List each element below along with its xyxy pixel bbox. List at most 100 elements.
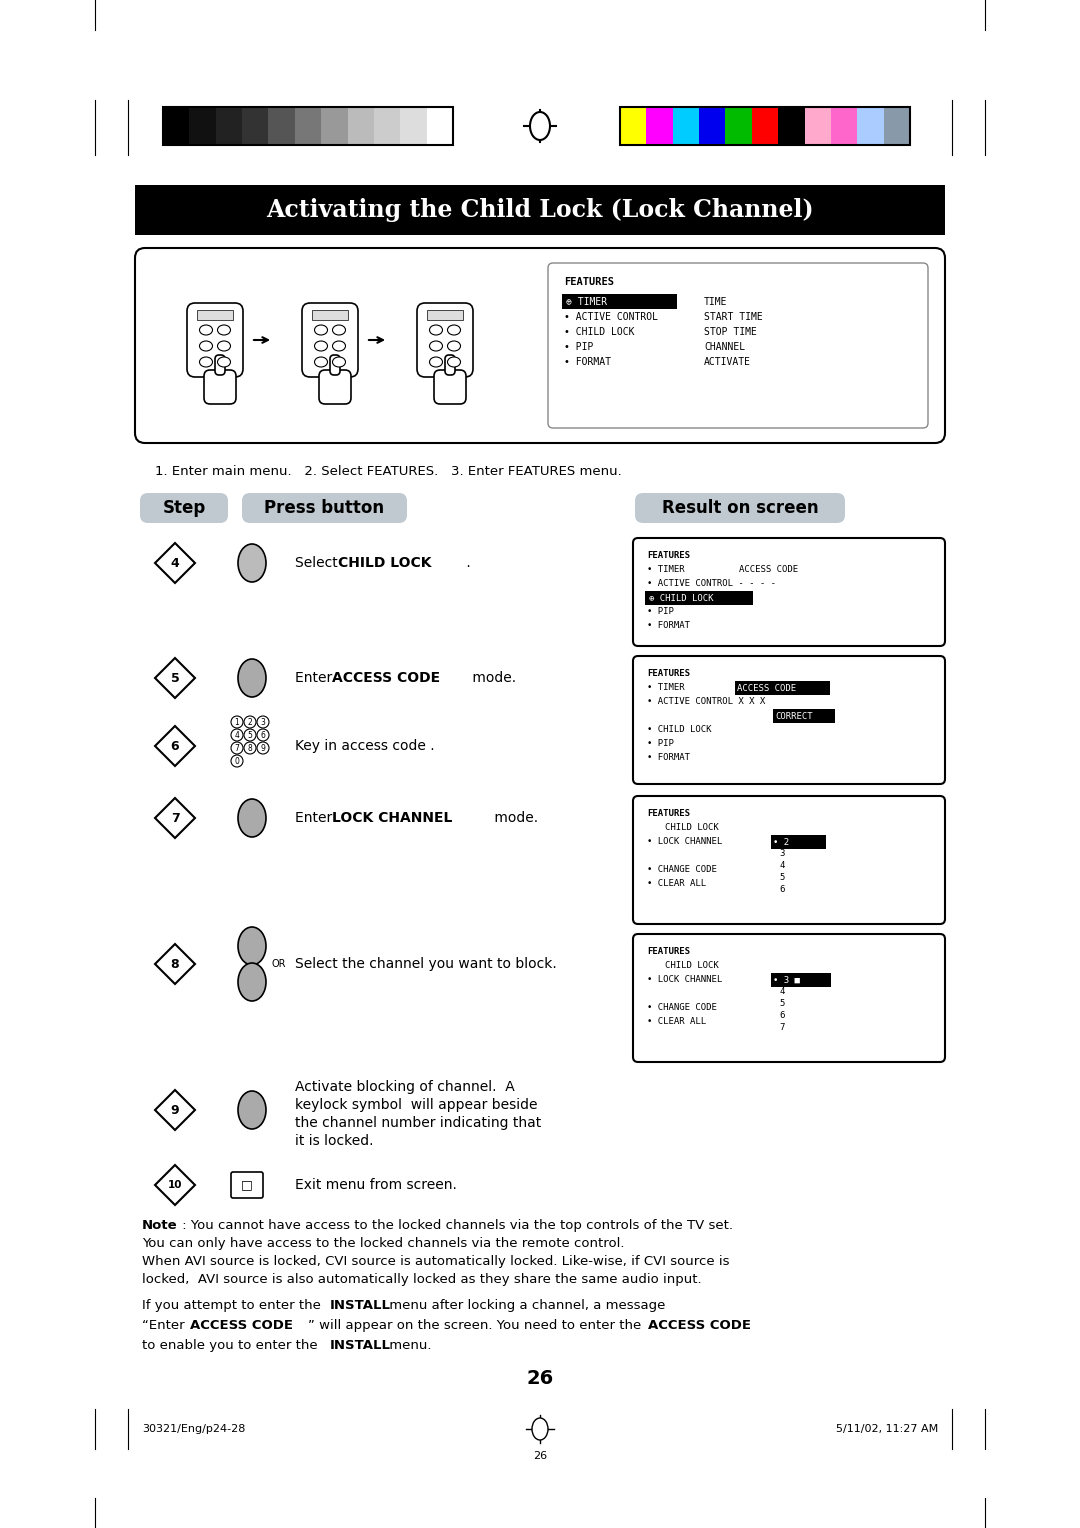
Ellipse shape	[430, 341, 443, 351]
FancyBboxPatch shape	[187, 303, 243, 377]
Circle shape	[231, 755, 243, 767]
Bar	[427, 310, 463, 319]
FancyBboxPatch shape	[135, 248, 945, 443]
Bar	[773, 709, 835, 723]
Text: START TIME: START TIME	[704, 312, 762, 322]
Bar	[858, 107, 883, 145]
Text: • CLEAR ALL: • CLEAR ALL	[647, 879, 706, 888]
Polygon shape	[156, 1089, 195, 1131]
Text: FEATURES: FEATURES	[564, 277, 615, 287]
Text: FEATURES: FEATURES	[647, 669, 690, 678]
Bar	[269, 107, 295, 145]
Text: Press button: Press button	[264, 500, 384, 516]
Text: 7: 7	[234, 744, 240, 752]
FancyBboxPatch shape	[242, 494, 407, 523]
Bar	[620, 107, 910, 145]
Text: 2: 2	[247, 718, 253, 726]
Bar	[726, 107, 752, 145]
Text: ⊕ TIMER: ⊕ TIMER	[566, 296, 607, 307]
Text: menu after locking a channel, a message: menu after locking a channel, a message	[384, 1299, 665, 1313]
Circle shape	[257, 729, 269, 741]
Ellipse shape	[430, 325, 443, 335]
Bar	[805, 107, 831, 145]
Text: 7: 7	[779, 1024, 784, 1031]
Text: 9: 9	[171, 1103, 179, 1117]
Text: .: .	[462, 556, 471, 570]
FancyBboxPatch shape	[302, 303, 357, 377]
Ellipse shape	[238, 1091, 266, 1129]
Circle shape	[244, 729, 256, 741]
FancyBboxPatch shape	[633, 538, 945, 646]
Bar	[831, 107, 858, 145]
Text: “Enter: “Enter	[141, 1319, 189, 1332]
Text: Activate blocking of channel.  A: Activate blocking of channel. A	[295, 1080, 515, 1094]
Ellipse shape	[238, 544, 266, 582]
Text: ACTIVATE: ACTIVATE	[704, 358, 751, 367]
Bar	[646, 107, 673, 145]
Text: Exit menu from screen.: Exit menu from screen.	[295, 1178, 457, 1192]
Text: CHILD LOCK: CHILD LOCK	[665, 824, 719, 833]
FancyBboxPatch shape	[417, 303, 473, 377]
Text: ACCESS CODE: ACCESS CODE	[648, 1319, 751, 1332]
Text: 26: 26	[526, 1369, 554, 1389]
Bar	[620, 107, 646, 145]
FancyBboxPatch shape	[215, 354, 225, 374]
Text: CHANNEL: CHANNEL	[704, 342, 745, 351]
Text: CHILD LOCK: CHILD LOCK	[665, 961, 719, 970]
Bar	[673, 107, 699, 145]
Text: 4: 4	[779, 860, 784, 869]
Circle shape	[231, 743, 243, 753]
Text: • ACTIVE CONTROL - - - -: • ACTIVE CONTROL - - - -	[647, 579, 777, 588]
Text: 10: 10	[167, 1180, 183, 1190]
Text: Enter: Enter	[295, 671, 337, 685]
Text: FEATURES: FEATURES	[647, 552, 690, 559]
Ellipse shape	[238, 927, 266, 966]
Text: 3: 3	[260, 718, 266, 726]
Text: 4: 4	[171, 556, 179, 570]
Text: • PIP: • PIP	[647, 607, 674, 616]
Text: 26: 26	[532, 1452, 548, 1461]
Ellipse shape	[430, 358, 443, 367]
Text: • PIP: • PIP	[647, 740, 674, 749]
FancyBboxPatch shape	[445, 354, 455, 374]
Text: • TIMER: • TIMER	[647, 683, 685, 692]
Text: • PIP: • PIP	[564, 342, 593, 351]
Bar	[427, 107, 453, 145]
Text: • ACTIVE CONTROL: • ACTIVE CONTROL	[564, 312, 658, 322]
Ellipse shape	[200, 358, 213, 367]
Text: 5: 5	[779, 872, 784, 882]
Bar	[197, 310, 233, 319]
Bar	[189, 107, 216, 145]
Text: □: □	[241, 1178, 253, 1192]
Circle shape	[257, 743, 269, 753]
Bar	[735, 681, 831, 695]
Text: Key in access code .: Key in access code .	[295, 740, 434, 753]
Text: TIME: TIME	[704, 296, 728, 307]
Text: • FORMAT: • FORMAT	[564, 358, 611, 367]
Polygon shape	[156, 542, 195, 584]
Text: LOCK CHANNEL: LOCK CHANNEL	[332, 811, 453, 825]
Text: • CHANGE CODE: • CHANGE CODE	[647, 1002, 717, 1012]
Text: 1. Enter main menu.   2. Select FEATURES.   3. Enter FEATURES menu.: 1. Enter main menu. 2. Select FEATURES. …	[156, 465, 622, 478]
Text: 5: 5	[247, 730, 253, 740]
Text: Activating the Child Lock (Lock Channel): Activating the Child Lock (Lock Channel)	[266, 199, 814, 222]
Polygon shape	[156, 798, 195, 837]
Ellipse shape	[238, 963, 266, 1001]
Text: ACCESS CODE: ACCESS CODE	[190, 1319, 293, 1332]
Ellipse shape	[447, 341, 460, 351]
Text: ACCESS CODE: ACCESS CODE	[737, 683, 796, 692]
Text: the channel number indicating that: the channel number indicating that	[295, 1115, 541, 1131]
Text: Note: Note	[141, 1219, 177, 1232]
Text: it is locked.: it is locked.	[295, 1134, 374, 1148]
Ellipse shape	[200, 341, 213, 351]
Text: 8: 8	[171, 958, 179, 970]
Text: OR: OR	[272, 960, 286, 969]
Text: 1: 1	[234, 718, 240, 726]
Ellipse shape	[532, 1418, 548, 1439]
Text: 9: 9	[260, 744, 266, 752]
Text: • CHILD LOCK: • CHILD LOCK	[564, 327, 635, 338]
Text: • FORMAT: • FORMAT	[647, 620, 690, 630]
Bar	[135, 185, 945, 235]
Text: • TIMER: • TIMER	[647, 565, 685, 575]
Text: menu.: menu.	[384, 1339, 432, 1352]
